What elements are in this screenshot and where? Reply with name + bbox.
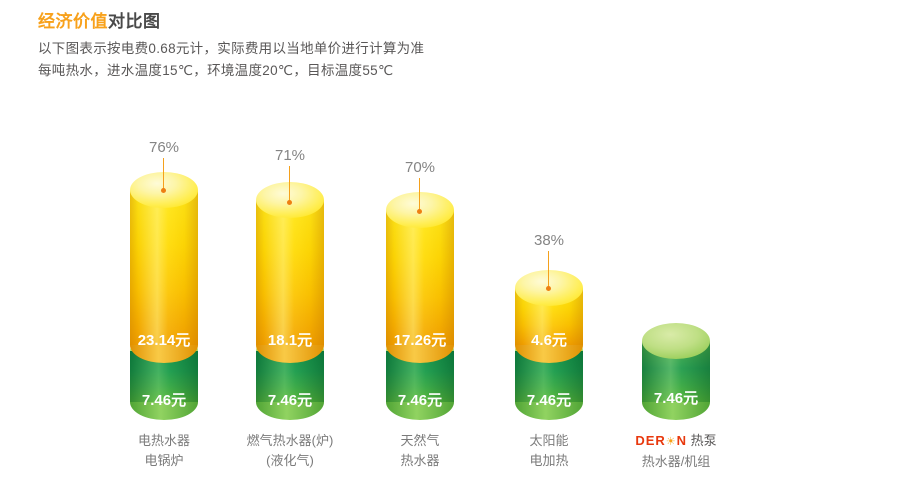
category-label: 太阳能 电加热 [529,431,568,471]
page-title: 经济价值对比图 [38,7,161,32]
category-line-1: 电热水器 [137,433,191,448]
base-cost-value: 7.46元 [267,392,313,409]
leader-dot [287,200,292,205]
subtitle-line-2: 每吨热水，进水温度15℃，环境温度20℃，目标温度55℃ [38,63,394,78]
leader-line [163,158,164,191]
yellow-cylinder-body [256,200,324,345]
subtitle-line-1: 以下图表示按电费0.68元计，实际费用以当地单价进行计算为准 [38,41,425,56]
percent-label: 71% [274,147,306,164]
category-line-2: 热水器/机组 [641,454,711,469]
green-cylinder-lid [642,323,710,359]
brand-text-heat-pump: 热泵 [687,433,717,448]
category-line-1: 天然气 [400,433,440,448]
category-line-1: 太阳能 [529,433,569,448]
base-cost-value: 7.46元 [141,392,187,409]
category-line-2: (液化气) [266,453,314,468]
brand-text-der: DER [635,433,666,448]
extra-cost-value: 18.1元 [267,332,313,349]
percent-label: 38% [533,232,565,249]
category-line-2: 热水器 [400,453,440,468]
page-title-rest: 对比图 [108,12,161,31]
leader-line [419,178,420,212]
leader-line [289,166,290,203]
yellow-cylinder-body [130,190,198,345]
deron-star-icon: ☀ [665,436,677,448]
base-cost-value: 7.46元 [526,392,572,409]
bar-deron-heat-pump: 7.46元 DER☀N 热泵 热水器/机组 [635,0,717,500]
extra-cost-value: 17.26元 [393,332,447,349]
percent-label: 76% [148,139,180,156]
leader-dot [161,188,166,193]
category-label: 天然气 热水器 [400,431,439,471]
brand-text-n: N [676,433,688,448]
leader-line [548,251,549,289]
leader-dot [546,286,551,291]
category-label: 电热水器 电锅炉 [138,431,190,471]
category-line-2: 电加热 [529,453,569,468]
base-cost-value: 7.46元 [397,392,443,409]
category-line-1: 燃气热水器(炉) [246,433,334,448]
yellow-cylinder-body [386,210,454,345]
bar-natural-gas-water-heater: 70% 17.26元 7.46元 天然气 热水器 [386,0,454,500]
bar-electric-water-heater: 76% 23.14元 7.46元 电热水器 电锅炉 [130,0,198,500]
bar-solar-electric-heater: 38% 4.6元 7.46元 太阳能 电加热 [515,0,583,500]
base-cost-value: 7.46元 [653,390,699,407]
extra-cost-value: 23.14元 [137,332,191,349]
category-line-2: 电锅炉 [144,453,184,468]
category-label: DER☀N 热泵 热水器/机组 [635,431,716,472]
leader-dot [417,209,422,214]
deron-brand-line: DER☀N 热泵 [635,431,716,452]
bar-gas-water-heater: 71% 18.1元 7.46元 燃气热水器(炉) (液化气) [247,0,334,500]
category-label: 燃气热水器(炉) (液化气) [247,431,334,471]
percent-label: 70% [404,159,436,176]
page-title-highlight: 经济价值 [38,12,108,31]
extra-cost-value: 4.6元 [531,332,567,349]
